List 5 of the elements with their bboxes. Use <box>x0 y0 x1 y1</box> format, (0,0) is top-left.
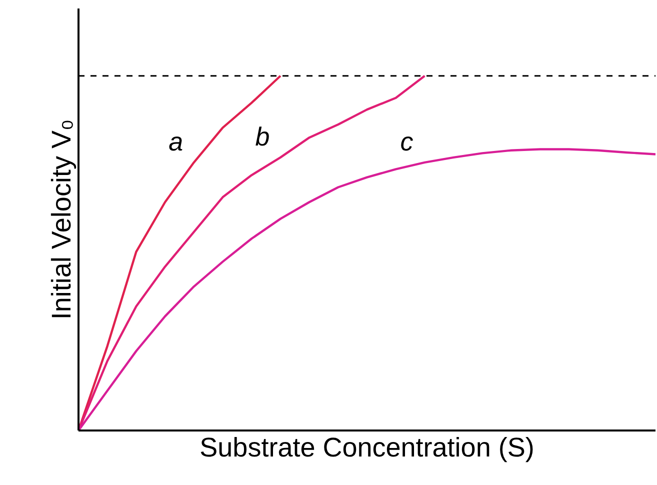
series-label: c <box>400 126 414 156</box>
series-label: b <box>255 121 270 152</box>
x-axis-title: Substrate Concentration (S) <box>200 432 534 462</box>
series-label: a <box>168 126 184 156</box>
y-axis-title: Initial Velocity V₀ <box>46 119 76 320</box>
